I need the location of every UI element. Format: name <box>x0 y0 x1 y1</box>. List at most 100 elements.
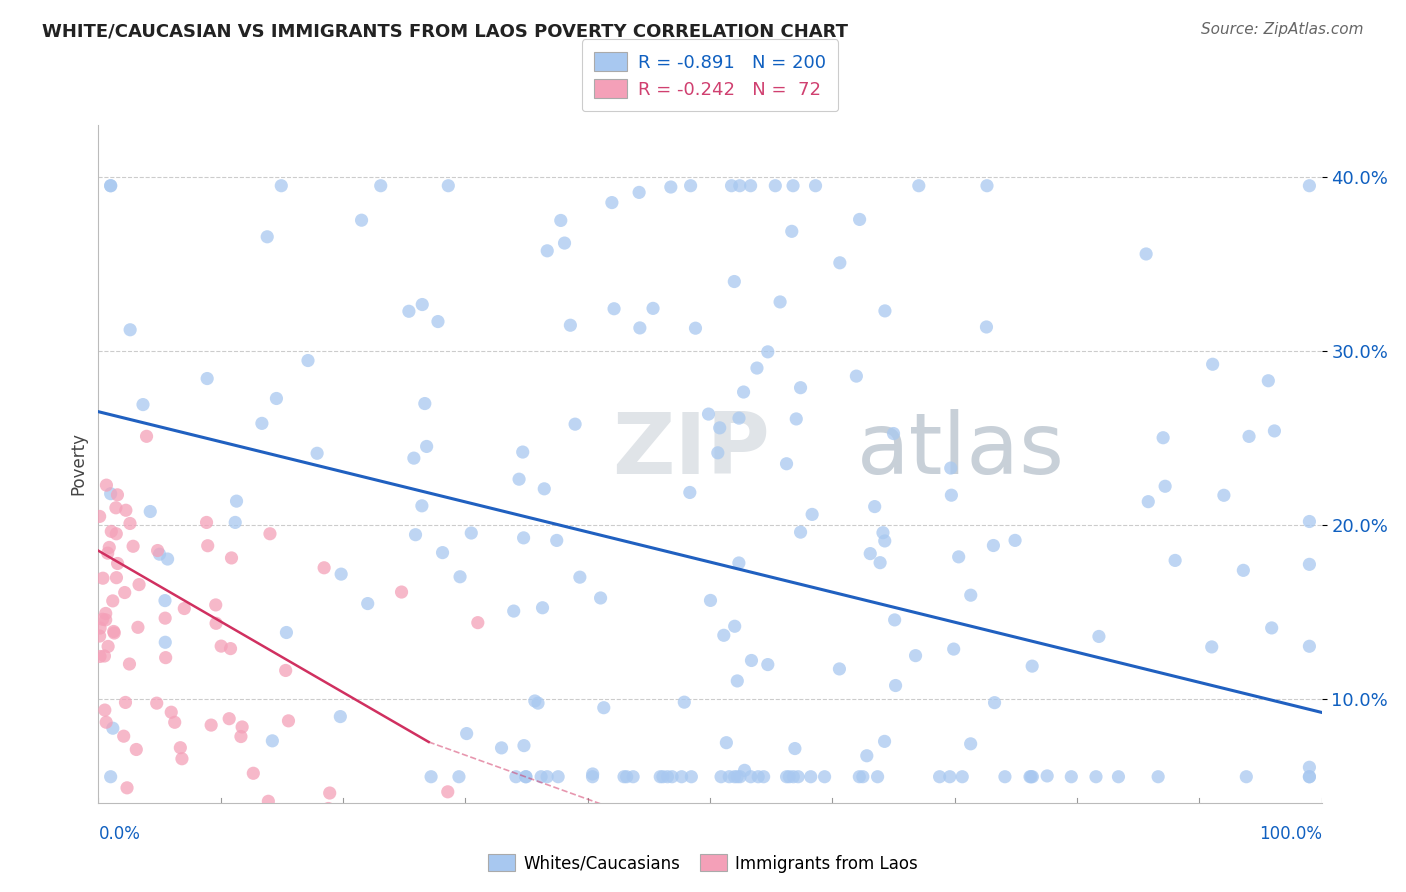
Point <box>209 639 232 653</box>
Point <box>941 488 963 502</box>
Point <box>139 504 162 518</box>
Point <box>447 770 470 784</box>
Point <box>224 516 246 530</box>
Point <box>1298 760 1320 774</box>
Point <box>170 752 193 766</box>
Point <box>460 526 482 541</box>
Point <box>160 705 183 719</box>
Point <box>959 737 981 751</box>
Point <box>1201 357 1223 371</box>
Point <box>976 178 998 193</box>
Point <box>118 657 141 671</box>
Point <box>723 275 745 289</box>
Point <box>1019 770 1042 784</box>
Point <box>1298 770 1320 784</box>
Point <box>402 451 425 466</box>
Point <box>994 770 1017 784</box>
Point <box>107 557 129 571</box>
Point <box>127 620 149 634</box>
Point <box>104 500 127 515</box>
Point <box>515 770 537 784</box>
Point <box>707 446 730 460</box>
Point <box>89 629 111 643</box>
Legend: Whites/Caucasians, Immigrants from Laos: Whites/Caucasians, Immigrants from Laos <box>481 847 925 880</box>
Point <box>118 516 141 531</box>
Point <box>782 770 804 784</box>
Point <box>329 709 352 723</box>
Text: 100.0%: 100.0% <box>1258 825 1322 843</box>
Point <box>869 556 891 570</box>
Point <box>904 648 927 663</box>
Point <box>848 212 870 227</box>
Point <box>939 770 962 784</box>
Point <box>1237 429 1260 443</box>
Point <box>1298 515 1320 529</box>
Point <box>512 531 534 545</box>
Point <box>163 715 186 730</box>
Point <box>628 186 651 200</box>
Point <box>512 445 534 459</box>
Point <box>1232 563 1254 577</box>
Point <box>467 615 489 630</box>
Point <box>673 695 696 709</box>
Point <box>780 224 803 238</box>
Point <box>449 570 471 584</box>
Point <box>146 543 169 558</box>
Point <box>564 417 586 432</box>
Point <box>554 235 576 250</box>
Point <box>100 178 122 193</box>
Point <box>983 539 1005 553</box>
Point <box>204 598 226 612</box>
Point <box>97 640 120 654</box>
Point <box>370 178 392 193</box>
Point <box>671 770 693 784</box>
Point <box>728 556 751 570</box>
Point <box>848 770 870 784</box>
Point <box>100 524 122 539</box>
Point <box>103 626 125 640</box>
Point <box>277 714 299 728</box>
Point <box>391 585 413 599</box>
Point <box>256 229 278 244</box>
Point <box>581 770 603 784</box>
Point <box>724 619 747 633</box>
Point <box>1036 769 1059 783</box>
Point <box>145 696 167 710</box>
Point <box>828 256 851 270</box>
Point <box>219 641 242 656</box>
Point <box>723 770 745 784</box>
Point <box>883 613 905 627</box>
Point <box>502 604 524 618</box>
Point <box>1298 640 1320 654</box>
Point <box>257 794 280 808</box>
Point <box>740 653 762 667</box>
Point <box>1212 488 1234 502</box>
Point <box>659 180 682 194</box>
Point <box>1004 533 1026 548</box>
Point <box>775 770 797 784</box>
Point <box>592 700 614 714</box>
Point <box>783 741 806 756</box>
Point <box>135 429 157 443</box>
Point <box>536 244 558 258</box>
Point <box>976 320 998 334</box>
Point <box>195 516 218 530</box>
Point <box>103 624 125 639</box>
Point <box>859 547 882 561</box>
Point <box>883 426 905 441</box>
Point <box>420 770 443 784</box>
Point <box>1147 770 1170 784</box>
Point <box>259 526 281 541</box>
Point <box>350 213 373 227</box>
Point <box>530 770 553 784</box>
Point <box>91 571 114 585</box>
Point <box>318 801 340 815</box>
Point <box>733 384 755 399</box>
Point <box>105 571 128 585</box>
Point <box>769 294 792 309</box>
Point <box>115 503 138 517</box>
Point <box>657 770 679 784</box>
Point <box>603 301 626 316</box>
Point <box>411 499 433 513</box>
Point <box>128 577 150 591</box>
